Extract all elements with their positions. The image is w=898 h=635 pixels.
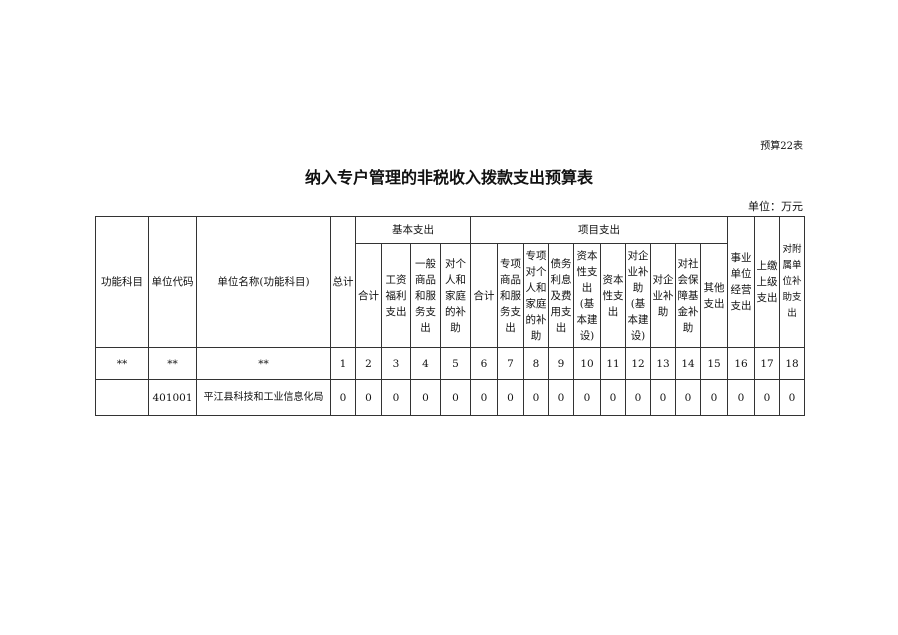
header-project-col: 其他支出 <box>700 243 728 348</box>
index-cell: 14 <box>675 347 701 380</box>
index-cell: 13 <box>650 347 676 380</box>
data-cell: 0 <box>727 379 755 416</box>
header-code: 单位代码 <box>148 216 197 348</box>
header-basic-col: 对个人和家庭的补助 <box>440 243 471 348</box>
header-project-col: 合计 <box>470 243 498 348</box>
index-cell: 12 <box>625 347 651 380</box>
unit-label: 单位：万元 <box>748 200 803 213</box>
data-cell: 0 <box>523 379 549 416</box>
index-cell: ** <box>95 347 149 380</box>
data-cell: 0 <box>497 379 524 416</box>
index-cell: 9 <box>548 347 574 380</box>
table-row: 401001 平江县科技和工业信息化局 0 0 0 0 0 0 0 0 0 0 0 0 0 0 0 0 0 0 <box>95 379 805 416</box>
data-cell: 0 <box>330 379 356 416</box>
header-project-col: 专项商品和服务支出 <box>497 243 524 348</box>
index-cell: 4 <box>410 347 441 380</box>
header-basic-col: 一般商品和服务支出 <box>410 243 441 348</box>
header-tail: 对附属单位补助支出 <box>779 216 805 348</box>
data-cell: 0 <box>754 379 780 416</box>
data-cell: 0 <box>410 379 441 416</box>
data-cell: 0 <box>650 379 676 416</box>
data-cell: 401001 <box>148 379 197 416</box>
index-cell: 3 <box>381 347 411 380</box>
index-cell: 11 <box>600 347 626 380</box>
data-cell: 0 <box>573 379 601 416</box>
table-tag: 预算22表 <box>760 141 803 152</box>
header-tail: 上缴上级支出 <box>754 216 780 348</box>
data-cell: 0 <box>440 379 471 416</box>
index-cell: 5 <box>440 347 471 380</box>
page-title: 纳入专户管理的非税收入拨款支出预算表 <box>304 168 593 187</box>
header-basic-col: 工资福利支出 <box>381 243 411 348</box>
data-cell: 0 <box>355 379 382 416</box>
data-cell: 0 <box>470 379 498 416</box>
index-cell: 8 <box>523 347 549 380</box>
index-cell: 1 <box>330 347 356 380</box>
header-project-col: 资本性支出(基本建设) <box>573 243 601 348</box>
budget-table: 功能科目 单位代码 单位名称(功能科目) 总计 基本支出 项目支出 事业单位经营… <box>95 216 805 416</box>
data-cell: 0 <box>700 379 728 416</box>
header-project: 项目支出 <box>470 216 728 244</box>
header-basic-col: 合计 <box>355 243 382 348</box>
data-cell: 0 <box>381 379 411 416</box>
header-basic: 基本支出 <box>355 216 471 244</box>
index-cell: 10 <box>573 347 601 380</box>
header-project-col: 对企业补助(基本建设) <box>625 243 651 348</box>
index-cell: 6 <box>470 347 498 380</box>
data-cell: 0 <box>625 379 651 416</box>
index-cell: 18 <box>779 347 805 380</box>
index-cell: 17 <box>754 347 780 380</box>
index-cell: 7 <box>497 347 524 380</box>
index-cell: 15 <box>700 347 728 380</box>
header-project-col: 专项对个人和家庭的补助 <box>523 243 549 348</box>
header-name: 单位名称(功能科目) <box>196 216 331 348</box>
header-project-col: 对企业补助 <box>650 243 676 348</box>
data-cell: 0 <box>675 379 701 416</box>
data-cell <box>95 379 149 416</box>
data-cell: 0 <box>600 379 626 416</box>
index-cell: 16 <box>727 347 755 380</box>
data-cell: 0 <box>779 379 805 416</box>
header-project-col: 对社会保障基金补助 <box>675 243 701 348</box>
index-cell: 2 <box>355 347 382 380</box>
data-cell: 0 <box>548 379 574 416</box>
header-project-col: 资本性支出 <box>600 243 626 348</box>
header-total: 总计 <box>330 216 356 348</box>
index-cell: ** <box>196 347 331 380</box>
index-cell: ** <box>148 347 197 380</box>
header-project-col: 债务利息及费用支出 <box>548 243 574 348</box>
header-func: 功能科目 <box>95 216 149 348</box>
header-tail: 事业单位经营支出 <box>727 216 755 348</box>
data-cell: 平江县科技和工业信息化局 <box>196 379 331 416</box>
